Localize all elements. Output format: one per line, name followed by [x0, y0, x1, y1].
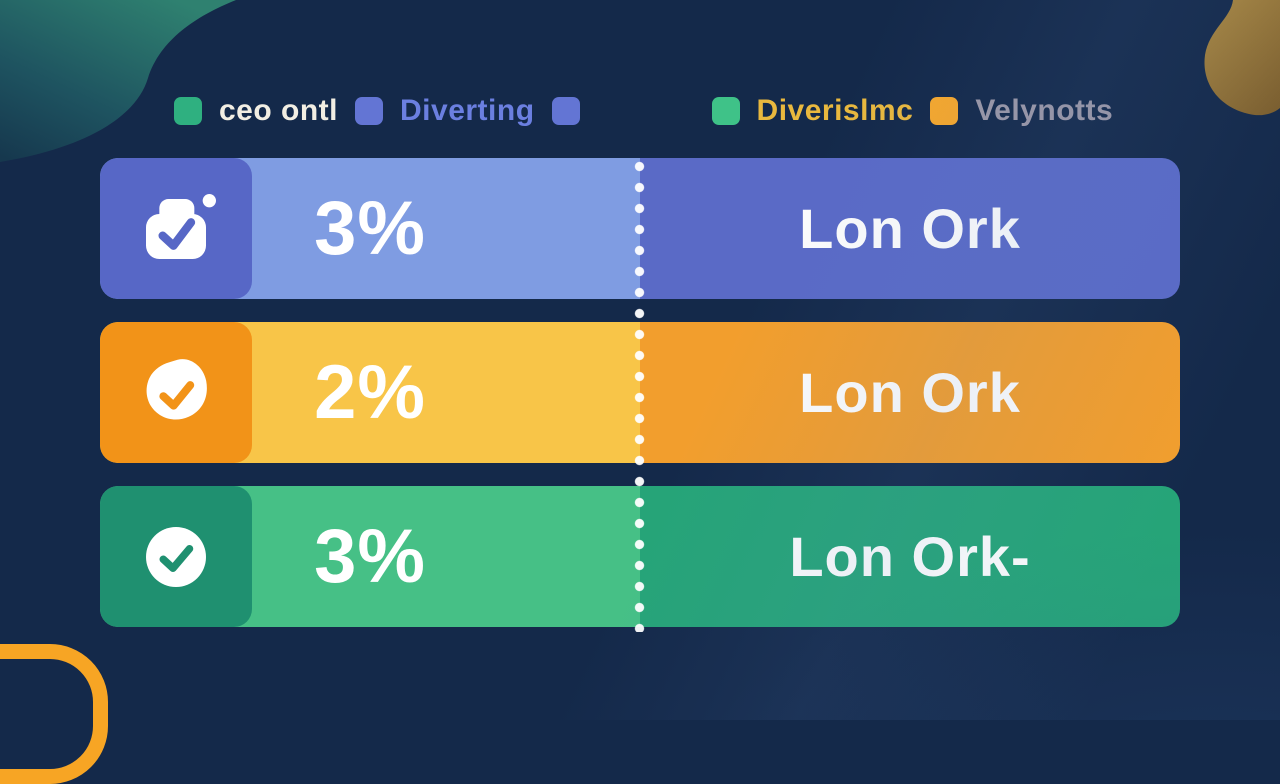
stat-row-blue: 3% Lon Ork: [100, 158, 1180, 299]
legend: ceo ontl Diverting Diverislmc Velynotts: [174, 94, 1113, 128]
legend-swatch-orange: [930, 97, 959, 125]
legend-swatch-green: [711, 97, 740, 125]
row-icon-block: [100, 322, 252, 463]
row-icon-block: [100, 486, 252, 627]
row-percent: 2%: [314, 350, 426, 435]
row-right-section: [640, 486, 1180, 627]
row-right-section: [640, 322, 1180, 463]
stat-row-orange: 2% Lon Ork: [100, 322, 1180, 463]
legend-label: Diverislmc: [756, 94, 914, 127]
legend-swatch-green: [174, 97, 202, 125]
legend-label: ceo ontl: [219, 94, 339, 127]
circle-check-icon: [146, 526, 206, 587]
legend-label: Diverting: [400, 94, 535, 127]
stat-row-green: 3% Lon Ork-: [100, 486, 1180, 627]
dotted-divider: [634, 156, 645, 632]
row-percent: 3%: [314, 514, 426, 599]
row-label: Lon Ork-: [789, 525, 1031, 588]
legend-swatch-blue: [355, 97, 384, 125]
legend-label: Velynotts: [975, 94, 1114, 127]
teal-corner-blob: [0, 0, 236, 162]
legend-swatch-blue: [551, 97, 580, 125]
row-label: Lon Ork: [799, 197, 1021, 260]
orange-corner-outline: [0, 644, 108, 784]
row-icon-block: [100, 158, 252, 299]
inbox-check-icon: [146, 193, 216, 259]
row-label: Lon Ork: [799, 361, 1021, 424]
gold-corner-blob: [1204, 0, 1280, 116]
row-percent: 3%: [314, 186, 426, 271]
row-right-section: [640, 158, 1180, 299]
badge-check-icon: [146, 358, 207, 420]
